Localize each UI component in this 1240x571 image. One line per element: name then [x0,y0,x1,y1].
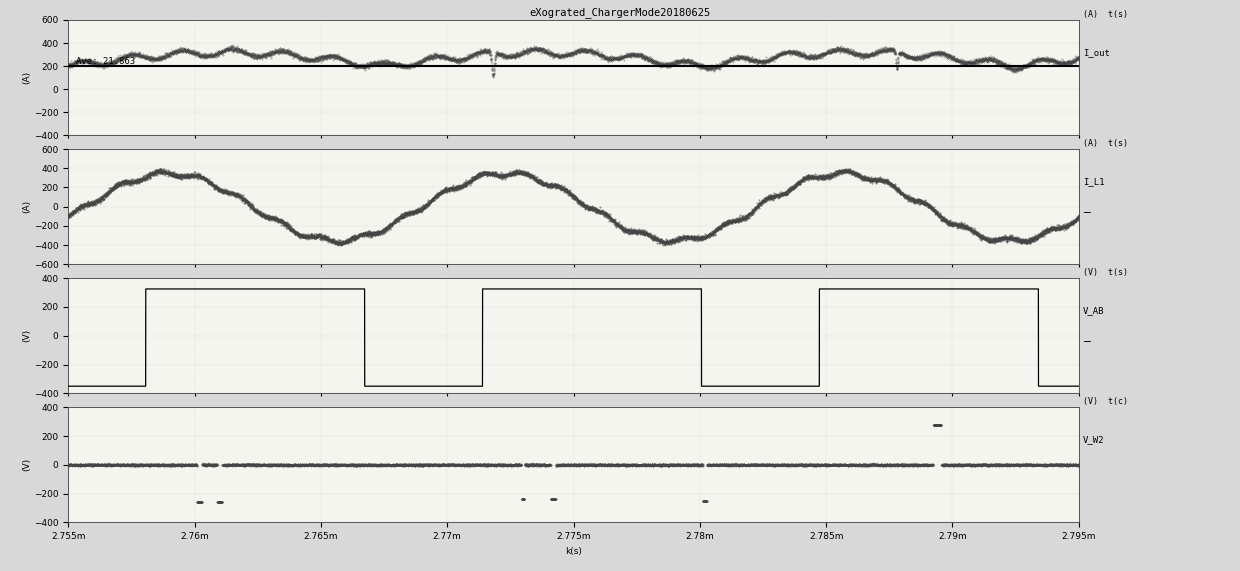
Y-axis label: (A): (A) [22,71,31,84]
Text: I_L1: I_L1 [1083,177,1105,186]
Text: V_AB: V_AB [1083,306,1105,315]
Text: ─: ─ [1083,336,1090,346]
Text: (A)  t(s): (A) t(s) [1083,10,1128,19]
Text: (A)  t(s): (A) t(s) [1083,139,1128,148]
Text: Ave: 21.863: Ave: 21.863 [77,57,135,66]
Text: (V)  t(s): (V) t(s) [1083,268,1128,277]
Text: I_out: I_out [1083,48,1110,57]
Y-axis label: (V): (V) [22,329,31,343]
Text: eXograted_ChargerMode20180625: eXograted_ChargerMode20180625 [529,7,711,18]
Text: (V)  t(c): (V) t(c) [1083,397,1128,406]
Text: V_W2: V_W2 [1083,435,1105,444]
Text: ─: ─ [1083,207,1090,217]
Y-axis label: (A): (A) [22,200,31,213]
X-axis label: k(s): k(s) [565,547,582,556]
Y-axis label: (V): (V) [22,459,31,472]
